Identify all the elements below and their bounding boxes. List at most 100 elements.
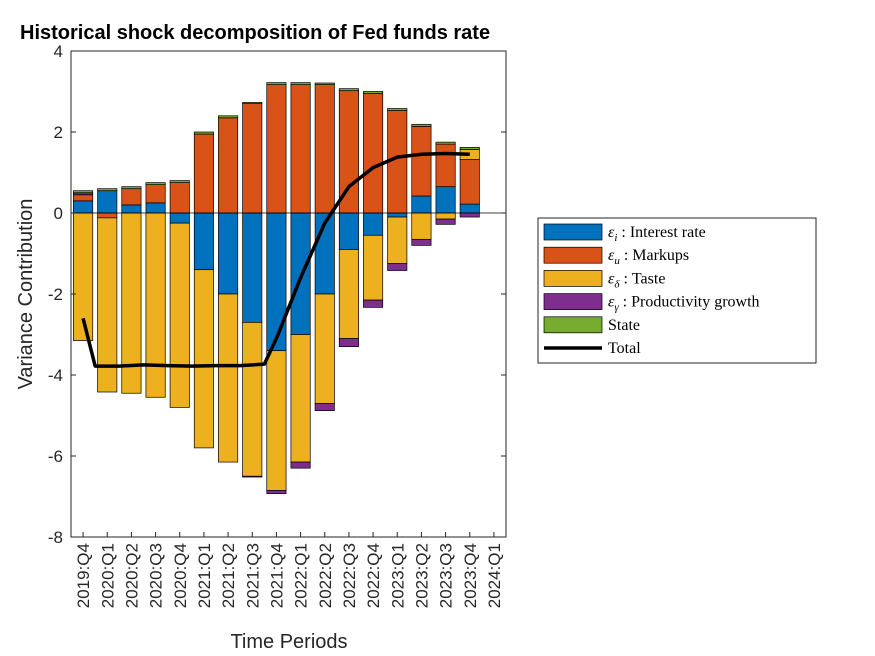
x-tick-label: 2021:Q2 bbox=[219, 543, 238, 608]
bar-markups-2022-q2 bbox=[314, 84, 335, 214]
bar-state-2021-q1 bbox=[193, 131, 214, 135]
x-tick-label: 2021:Q3 bbox=[243, 543, 262, 608]
bar-markups-2021-q2 bbox=[218, 117, 239, 214]
bar-state-2023-q1 bbox=[387, 108, 408, 111]
x-tick-label: 2020:Q3 bbox=[147, 543, 166, 608]
bar-markups-2019-q4 bbox=[73, 194, 94, 202]
y-tick-label: -6 bbox=[48, 447, 63, 466]
bar-interest-rate-2021-q2 bbox=[218, 212, 239, 295]
x-tick-label: 2021:Q1 bbox=[195, 543, 214, 608]
x-tick-label: 2023:Q2 bbox=[412, 543, 431, 608]
legend-label-productivity-growth: εγ : Productivity growth bbox=[608, 294, 760, 314]
x-tick-label: 2023:Q3 bbox=[437, 543, 456, 608]
bar-productivity-growth-2023-q2 bbox=[411, 238, 432, 246]
bar-taste-2022-q3 bbox=[338, 249, 359, 339]
bar-state-2019-q4 bbox=[73, 190, 94, 194]
bar-state-2022-q3 bbox=[338, 88, 359, 92]
x-tick-label: 2022:Q3 bbox=[340, 543, 359, 608]
bar-interest-rate-2020-q1 bbox=[97, 190, 118, 214]
bar-productivity-growth-2022-q2 bbox=[314, 403, 335, 411]
bar-layer bbox=[71, 82, 506, 495]
bar-productivity-growth-2023-q3 bbox=[435, 218, 456, 225]
bar-state-2022-q4 bbox=[363, 91, 384, 94]
bar-markups-2022-q1 bbox=[290, 84, 311, 214]
bar-interest-rate-2020-q2 bbox=[121, 204, 142, 214]
bar-markups-2023-q2 bbox=[411, 125, 432, 197]
x-tick-label: 2022:Q2 bbox=[316, 543, 335, 608]
bar-state-2023-q3 bbox=[435, 141, 456, 145]
bar-interest-rate-2022-q4 bbox=[363, 212, 384, 236]
bar-interest-rate-2022-q3 bbox=[338, 212, 359, 250]
bar-interest-rate-2023-q3 bbox=[435, 186, 456, 214]
bar-interest-rate-2020-q4 bbox=[169, 212, 190, 224]
bar-interest-rate-2021-q4 bbox=[266, 212, 287, 352]
bar-state-2020-q3 bbox=[145, 182, 166, 186]
bar-interest-rate-2023-q4 bbox=[459, 203, 480, 214]
bar-taste-2022-q2 bbox=[314, 293, 335, 404]
legend-swatch-markups bbox=[543, 246, 603, 264]
bar-state-2023-q4 bbox=[459, 147, 480, 150]
bar-interest-rate-2019-q4 bbox=[73, 200, 94, 214]
legend-box bbox=[537, 217, 817, 364]
bar-productivity-growth-2022-q3 bbox=[338, 338, 359, 347]
total-line bbox=[81, 151, 470, 368]
bar-interest-rate-2021-q3 bbox=[242, 212, 263, 323]
x-tick-label: 2023:Q1 bbox=[388, 543, 407, 608]
legend-swatch-interest-rate bbox=[543, 223, 603, 241]
legend-swatch-taste bbox=[543, 270, 603, 287]
bar-state-2021-q4 bbox=[266, 82, 287, 85]
total-line-layer bbox=[81, 151, 470, 368]
x-tick-label: 2023:Q4 bbox=[461, 543, 480, 608]
y-tick-label: 2 bbox=[54, 123, 63, 142]
bar-markups-2023-q3 bbox=[435, 143, 456, 188]
x-axis-label: Time Periods bbox=[230, 631, 347, 653]
bar-productivity-growth-2023-q4 bbox=[459, 212, 480, 218]
x-tick-label: 2021:Q4 bbox=[267, 543, 286, 608]
bar-productivity-growth-2021-q4 bbox=[266, 490, 287, 495]
bar-state-2023-q2 bbox=[411, 123, 432, 127]
bar-markups-2020-q3 bbox=[145, 184, 166, 204]
bar-productivity-growth-2022-q4 bbox=[363, 299, 384, 308]
bar-state-2020-q4 bbox=[169, 180, 190, 183]
bar-taste-2023-q3 bbox=[435, 212, 456, 220]
legend-label-total: Total bbox=[608, 340, 641, 357]
bar-interest-rate-2021-q1 bbox=[193, 212, 214, 271]
bar-interest-rate-2023-q2 bbox=[411, 195, 432, 214]
bar-productivity-growth-2021-q3 bbox=[242, 475, 263, 478]
bar-markups-2021-q1 bbox=[193, 133, 214, 214]
bar-taste-2022-q1 bbox=[290, 334, 311, 463]
legend: εi : Interest rate εu : Markups εδ : Taste… bbox=[537, 217, 817, 364]
bar-markups-2021-q3 bbox=[242, 103, 263, 214]
y-tick-label: -2 bbox=[48, 285, 63, 304]
legend-swatch-productivity-growth bbox=[543, 293, 603, 310]
bar-productivity-growth-2023-q1 bbox=[387, 263, 408, 271]
chart-title: Historical shock decomposition of Fed fu… bbox=[20, 22, 490, 44]
bar-taste-2021-q3 bbox=[242, 322, 263, 477]
y-tick-label: 0 bbox=[54, 204, 63, 223]
bar-markups-2020-q1 bbox=[97, 212, 118, 219]
bar-state-2021-q2 bbox=[218, 115, 239, 119]
bar-taste-2022-q4 bbox=[363, 234, 384, 301]
legend-label-taste: εδ : Taste bbox=[608, 270, 665, 290]
y-tick-label: -4 bbox=[48, 366, 63, 385]
x-tick-label: 2020:Q1 bbox=[98, 543, 117, 608]
bar-state-2020-q2 bbox=[121, 186, 142, 190]
x-tick-label: 2022:Q1 bbox=[292, 543, 311, 608]
bar-productivity-growth-2022-q1 bbox=[290, 461, 311, 469]
x-tick-label: 2024:Q1 bbox=[485, 543, 504, 608]
legend-label-markups: εu : Markups bbox=[608, 247, 689, 267]
bar-interest-rate-2023-q1 bbox=[387, 212, 408, 218]
x-axis: 2019:Q4 2020:Q1 2020:Q2 2020:Q3 2020:Q4 2021:… bbox=[74, 532, 504, 608]
bar-markups-2023-q4 bbox=[459, 159, 480, 205]
legend-label-interest-rate: εi : Interest rate bbox=[608, 224, 706, 244]
x-tick-label: 2019:Q4 bbox=[74, 543, 93, 608]
bar-taste-2023-q1 bbox=[387, 216, 408, 264]
x-tick-label: 2020:Q4 bbox=[171, 543, 190, 608]
y-axis-label: Variance Contribution bbox=[15, 199, 37, 390]
bar-state-2021-q3 bbox=[242, 102, 263, 105]
bar-markups-2020-q4 bbox=[169, 182, 190, 214]
bar-markups-2022-q4 bbox=[363, 93, 384, 214]
bar-taste-2020-q1 bbox=[97, 217, 118, 393]
legend-label-state: State bbox=[608, 317, 640, 334]
